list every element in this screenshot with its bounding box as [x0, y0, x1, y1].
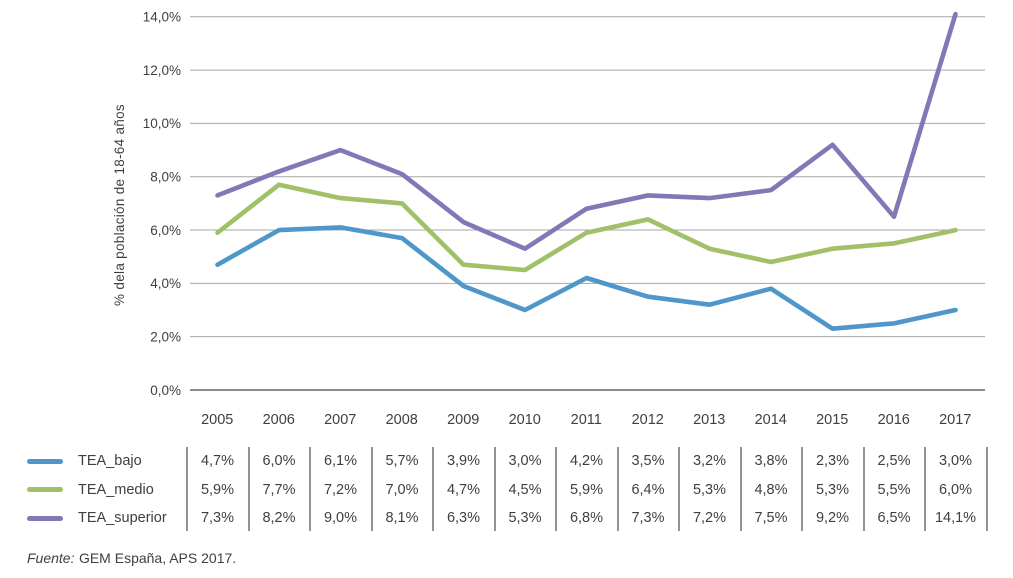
- table-cell: 6,1%: [323, 453, 358, 469]
- table-cell: 2,5%: [877, 453, 911, 469]
- column-divider: [801, 447, 803, 531]
- table-cell: 4,5%: [508, 481, 542, 498]
- column-divider: [432, 447, 434, 531]
- series-line-TEA_bajo: [215, 225, 958, 332]
- column-divider: [862, 447, 865, 531]
- table-cell: 5,9%: [200, 481, 235, 498]
- table-cell: 5,3%: [692, 481, 727, 498]
- column-divider: [985, 447, 988, 531]
- legend-swatch: [27, 515, 63, 521]
- x-tick-label: 2009: [447, 412, 480, 428]
- column-divider: [493, 447, 496, 531]
- table-cell: 7,7%: [262, 481, 296, 498]
- x-tick-label: 2016: [877, 412, 910, 428]
- column-divider: [186, 447, 188, 531]
- column-divider: [739, 447, 742, 531]
- table-cell: 3,0%: [938, 453, 973, 469]
- line-chart: 0,0% 2,0% 4,0% 6,0% 8,0% 10,0% 12,0% 14,0%: [143, 10, 985, 398]
- column-divider: [924, 447, 926, 531]
- table-cell: 7,3%: [200, 510, 235, 526]
- table-cell: 3,0%: [508, 453, 542, 469]
- y-tick-label: 6,0%: [150, 223, 181, 238]
- table-cell: 2,3%: [815, 453, 850, 469]
- table-cell: 7,3%: [631, 510, 665, 526]
- table-cell: 3,9%: [446, 453, 481, 469]
- table-cell: 7,0%: [385, 481, 419, 498]
- table-cell: 5,3%: [815, 481, 850, 498]
- table-cell: 7,2%: [323, 481, 358, 498]
- x-tick-label: 2007: [324, 412, 357, 428]
- table-cell: 8,1%: [385, 510, 419, 526]
- column-divider: [370, 447, 373, 531]
- table-cell: 4,7%: [446, 481, 481, 498]
- legend-swatch: [27, 458, 63, 464]
- x-tick-label: 2008: [385, 412, 418, 428]
- table-cell: 3,2%: [692, 453, 727, 469]
- table-cell: 4,7%: [200, 453, 235, 469]
- column-divider: [309, 447, 311, 531]
- column-divider: [247, 447, 250, 531]
- table-cell: 9,0%: [323, 510, 358, 526]
- x-tick-label: 2014: [754, 412, 787, 428]
- table-cell: 3,8%: [754, 453, 788, 469]
- table-cell: 6,5%: [877, 510, 911, 526]
- y-tick-label: 8,0%: [150, 170, 181, 185]
- source-text: GEM España, APS 2017.: [78, 550, 237, 566]
- table-cell: 6,3%: [446, 510, 481, 526]
- table-cell: 3,5%: [631, 453, 665, 469]
- table-cell: 5,3%: [508, 510, 542, 526]
- x-tick-label: 2011: [570, 412, 602, 428]
- table-cell: 4,8%: [754, 481, 788, 498]
- legend-label: TEA_bajo: [78, 453, 142, 469]
- table-cell: 5,5%: [877, 481, 911, 498]
- x-tick-label: 2006: [262, 412, 295, 428]
- y-tick-label: 2,0%: [150, 329, 181, 344]
- y-tick-label: 10,0%: [143, 116, 181, 131]
- series-line-TEA_superior: [215, 11, 958, 251]
- table-cell: 7,2%: [692, 510, 727, 526]
- source-note: Fuente: GEM España, APS 2017.: [27, 550, 236, 566]
- y-axis-title: % dela población de 18-64 años: [112, 104, 127, 306]
- table-cell: 6,0%: [938, 481, 973, 498]
- x-tick-label: 2005: [201, 412, 234, 428]
- table-cell: 6,0%: [262, 453, 296, 469]
- table-cell: 7,5%: [754, 510, 788, 526]
- x-tick-label: 2012: [631, 412, 664, 428]
- x-tick-label: 2010: [508, 412, 541, 428]
- legend-label: TEA_medio: [78, 481, 154, 498]
- table-cell: 8,2%: [262, 510, 296, 526]
- table-cell: 4,2%: [569, 453, 604, 469]
- x-tick-label: 2015: [816, 412, 849, 428]
- legend-swatch: [27, 487, 63, 492]
- table-cell: 14,1%: [934, 510, 977, 526]
- table-cell: 6,4%: [631, 481, 665, 498]
- x-tick-label: 2013: [693, 412, 726, 428]
- y-tick-label: 0,0%: [150, 383, 181, 398]
- legend-label: TEA_superior: [78, 510, 167, 526]
- x-tick-label: 2017: [939, 412, 972, 428]
- column-divider: [678, 447, 680, 531]
- y-tick-label: 4,0%: [150, 276, 181, 291]
- table-cell: 9,2%: [815, 510, 850, 526]
- table-cell: 6,8%: [569, 510, 604, 526]
- table-cell: 5,9%: [569, 481, 604, 498]
- series-line-TEA_medio: [215, 182, 958, 273]
- source-label: Fuente:: [27, 550, 75, 566]
- y-tick-label: 12,0%: [143, 63, 181, 78]
- table-cell: 5,7%: [385, 453, 419, 469]
- column-divider: [616, 447, 619, 531]
- column-divider: [555, 447, 557, 531]
- y-tick-label: 14,0%: [143, 10, 181, 25]
